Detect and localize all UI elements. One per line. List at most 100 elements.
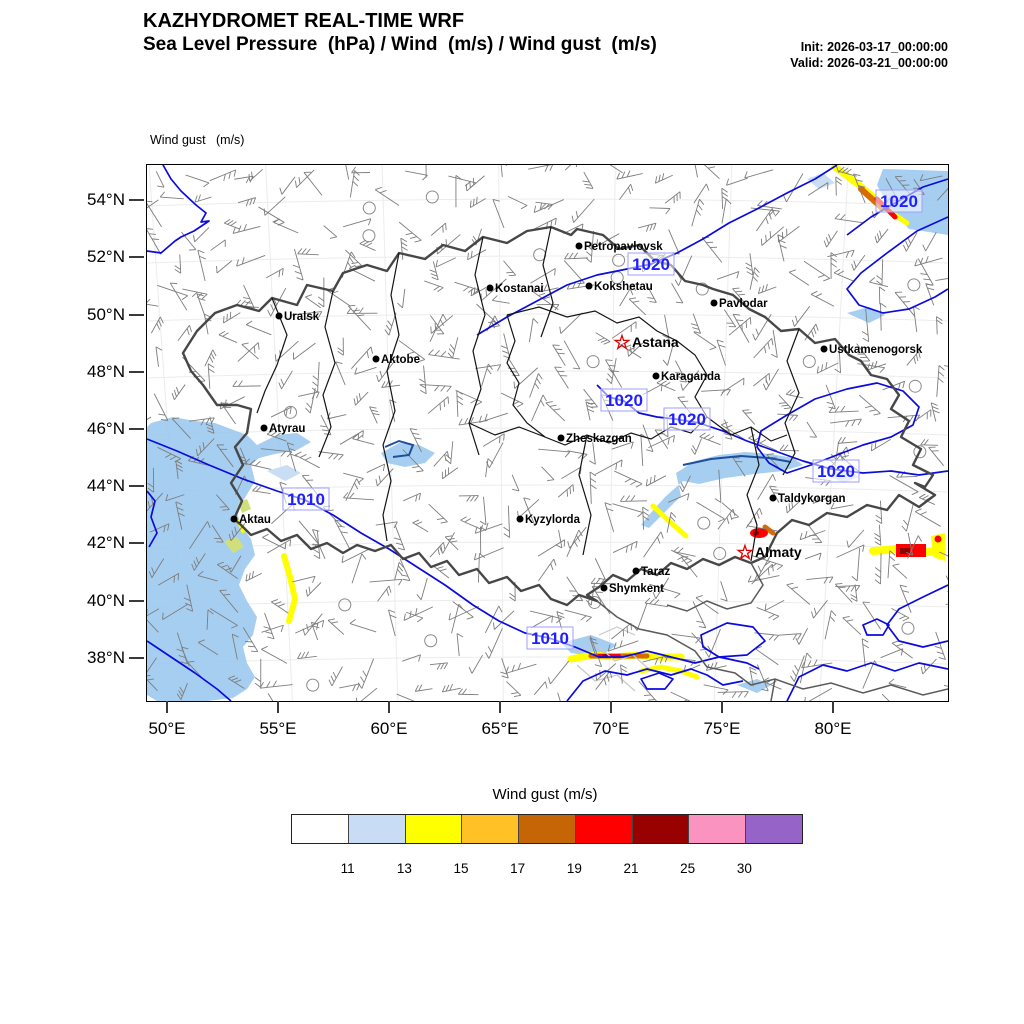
- wind-barb-feather: [616, 172, 621, 180]
- wind-barb-feather: [349, 492, 355, 499]
- wind-barb-feather: [595, 577, 601, 584]
- wind-barb: [778, 225, 800, 243]
- wind-barb-feather: [232, 633, 239, 638]
- gust-streak-yellow: [638, 664, 700, 680]
- wind-barb-feather: [607, 644, 611, 652]
- wind-barb-feather: [795, 638, 800, 645]
- wind-barb: [351, 553, 363, 584]
- wind-barb-feather: [271, 598, 279, 603]
- wind-barb-feather: [388, 585, 392, 593]
- graticule-parallel: [147, 313, 948, 322]
- wind-barb-feather: [327, 412, 331, 420]
- y-axis-label: 38°N: [87, 648, 125, 667]
- wind-barb: [381, 384, 401, 388]
- wind-barb-feather: [585, 257, 592, 263]
- wind-barb-feather: [862, 337, 869, 343]
- x-axis-tick: [166, 701, 168, 713]
- wind-barb: [243, 284, 255, 309]
- wind-barb-feather: [188, 455, 194, 461]
- wind-barb-feather: [254, 460, 261, 467]
- wind-barb: [343, 497, 374, 501]
- wind-barb-feather: [550, 563, 554, 571]
- wind-barb-feather: [357, 682, 363, 689]
- wind-barb-feather: [147, 228, 154, 230]
- wind-barb-feather: [770, 563, 777, 569]
- wind-barb-feather: [305, 407, 311, 414]
- wind-barb-feather: [274, 601, 282, 605]
- wind-barb-feather: [794, 665, 799, 672]
- wind-barb: [432, 261, 439, 280]
- page-title: KAZHYDROMET REAL-TIME WRF: [143, 10, 465, 32]
- wind-barb: [838, 342, 841, 373]
- wind-barb: [295, 454, 320, 469]
- wind-barb-feather: [613, 642, 617, 650]
- foreign-border: [770, 678, 776, 701]
- wind-barb-feather: [184, 602, 192, 607]
- wind-barb: [295, 619, 324, 634]
- wind-barb-feather: [726, 517, 730, 525]
- wind-barb: [749, 667, 754, 687]
- graticule-meridian: [265, 165, 293, 701]
- wind-barb-feather: [791, 586, 799, 590]
- wind-barb-feather: [248, 572, 251, 580]
- wind-barb-feather: [845, 420, 850, 428]
- wind-barb-feather: [274, 432, 281, 438]
- wind-barb: [433, 565, 450, 579]
- wind-barb-feather: [434, 385, 440, 392]
- wind-barb: [612, 540, 638, 553]
- wind-barb-feather: [813, 607, 817, 615]
- wind-barb-feather: [567, 541, 571, 549]
- wind-barb-feather: [409, 428, 418, 431]
- wind-barb: [242, 627, 259, 652]
- wind-barb-feather: [580, 615, 587, 621]
- wind-barb-feather: [861, 331, 869, 336]
- wind-barb-feather: [573, 252, 579, 259]
- wind-barb-feather: [630, 441, 634, 449]
- graticule-parallel: [147, 656, 948, 665]
- city-label: Astana: [632, 334, 679, 350]
- wind-barb: [428, 354, 460, 360]
- wind-barb: [503, 260, 517, 276]
- wind-barb: [667, 343, 674, 366]
- city-dot-marker: [710, 299, 718, 307]
- calm-wind-circle: [424, 634, 438, 648]
- wind-barb-feather: [922, 244, 927, 252]
- wind-barb-feather: [589, 471, 597, 477]
- wind-barb-feather: [259, 681, 264, 689]
- wind-barb: [595, 332, 611, 342]
- wind-barb-feather: [254, 677, 262, 683]
- wind-barb: [612, 503, 644, 513]
- wind-barb-feather: [818, 552, 822, 560]
- wind-barb-feather: [202, 441, 205, 450]
- wind-barb-feather: [267, 309, 272, 317]
- wind-barb-feather: [768, 614, 775, 619]
- calm-wind-circle: [913, 445, 927, 459]
- wind-barb: [552, 344, 566, 366]
- wind-barb-feather: [435, 260, 438, 268]
- wind-barb-feather: [254, 682, 262, 688]
- wind-barb-feather: [251, 571, 254, 579]
- wind-barb-feather: [245, 574, 248, 582]
- wind-barb: [270, 287, 287, 317]
- wind-barb: [369, 406, 378, 424]
- wind-barb-feather: [545, 401, 553, 404]
- wind-barb: [435, 257, 457, 268]
- wind-barb-feather: [289, 407, 292, 415]
- wind-barb: [412, 522, 429, 533]
- wind-barb-feather: [409, 236, 417, 239]
- wind-barb: [693, 331, 717, 348]
- legend-line-windgust: Wind gust (m/s): [150, 133, 245, 147]
- wind-barb-feather: [352, 684, 356, 692]
- wind-barb: [150, 316, 161, 334]
- wind-barb-feather: [159, 191, 166, 198]
- colorbar-cell: [745, 815, 803, 843]
- wind-barb: [742, 410, 756, 425]
- x-axis-label: 70°E: [592, 719, 630, 738]
- wind-barb-feather: [439, 568, 447, 572]
- wind-barb-feather: [876, 280, 883, 286]
- wind-barb-feather: [381, 381, 386, 388]
- wind-barb-feather: [709, 346, 717, 351]
- wind-barb: [853, 254, 866, 271]
- wind-barb: [930, 402, 937, 422]
- wind-barb-feather: [193, 560, 197, 568]
